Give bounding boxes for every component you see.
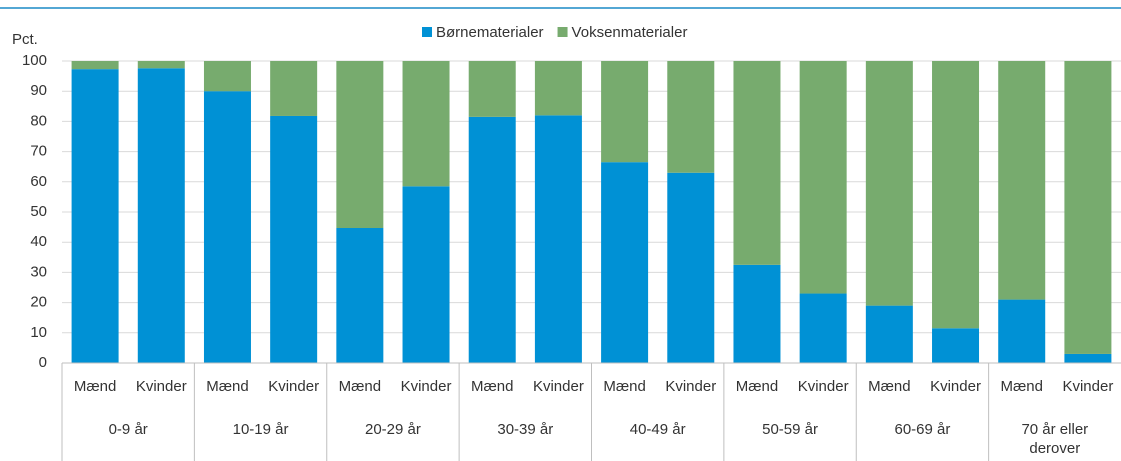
group-label: 40-49 år (629, 421, 686, 438)
bar-segment (932, 61, 980, 329)
y-tick-label: 20 (30, 294, 47, 311)
bar-segment (71, 61, 119, 70)
bar-segment (601, 61, 649, 163)
legend-label: Børnematerialer (436, 24, 544, 41)
x-tick-label: Mænd (868, 378, 911, 395)
y-tick-label: 50 (30, 203, 47, 220)
x-tick-label: Mænd (1000, 378, 1043, 395)
group-label: 50-59 år (762, 421, 818, 438)
y-tick-label: 80 (30, 112, 47, 129)
x-tick-label: Mænd (471, 378, 514, 395)
legend-label: Voksenmaterialer (572, 24, 688, 41)
y-tick-label: 90 (30, 82, 47, 99)
x-tick-label: Kvinder (401, 378, 452, 395)
group-label: 30-39 år (497, 421, 554, 438)
bar-segment (733, 264, 781, 363)
bar-segment (601, 162, 649, 363)
x-tick-label: Mænd (736, 378, 779, 395)
bar-segment (203, 91, 251, 363)
y-tick-label: 60 (30, 173, 47, 190)
bar-segment (468, 116, 516, 364)
x-tick-label: Kvinder (136, 378, 187, 395)
bar-segment (468, 61, 516, 117)
bar-segment (1064, 61, 1112, 354)
bar-segment (932, 328, 980, 363)
bar-segment (799, 61, 847, 294)
bar-segment (203, 61, 251, 92)
y-tick-label: 70 (30, 143, 47, 160)
bar-segment (270, 115, 318, 364)
bar-segment (865, 61, 913, 306)
group-label: 20-29 år (365, 421, 421, 438)
bar-segment (402, 186, 450, 363)
group-label: 60-69 år (894, 421, 951, 438)
bar-segment (733, 61, 781, 265)
bar-segment (137, 68, 185, 364)
bar-segment (998, 299, 1046, 363)
bar-segment (534, 115, 582, 363)
y-tick-label: 0 (39, 354, 47, 371)
bar-segment (71, 69, 119, 364)
bar-segment (799, 293, 847, 363)
bar-segment (667, 61, 715, 173)
y-tick-label: 10 (30, 324, 47, 341)
bar-segment (137, 61, 185, 69)
x-tick-label: Kvinder (665, 378, 716, 395)
bar-segment (402, 61, 450, 187)
y-tick-label: 30 (30, 263, 47, 280)
y-tick-label: 40 (30, 233, 47, 250)
bar-segment (667, 172, 715, 363)
group-label: 10-19 år (232, 421, 289, 438)
y-axis-label: Pct. (12, 31, 38, 48)
legend-swatch (557, 27, 568, 37)
group-label: 70 år eller derover (1021, 421, 1089, 457)
group-label: 0-9 år (108, 421, 148, 438)
x-tick-label: Mænd (603, 378, 646, 395)
bar-segment (998, 61, 1046, 300)
x-tick-label: Kvinder (268, 378, 319, 395)
x-tick-label: Mænd (206, 378, 249, 395)
bar-segment (336, 228, 384, 363)
bar-segment (865, 305, 913, 363)
x-tick-label: Kvinder (1062, 378, 1113, 395)
bar-segment (336, 61, 384, 229)
x-tick-label: Mænd (74, 378, 117, 395)
x-tick-label: Mænd (339, 378, 382, 395)
bar-segment (1064, 353, 1112, 363)
x-tick-label: Kvinder (533, 378, 584, 395)
y-tick-label: 100 (22, 52, 47, 69)
x-tick-label: Kvinder (798, 378, 849, 395)
bar-segment (534, 61, 582, 116)
bar-segment (270, 61, 318, 116)
x-tick-label: Kvinder (930, 378, 981, 395)
legend-swatch (422, 27, 432, 37)
